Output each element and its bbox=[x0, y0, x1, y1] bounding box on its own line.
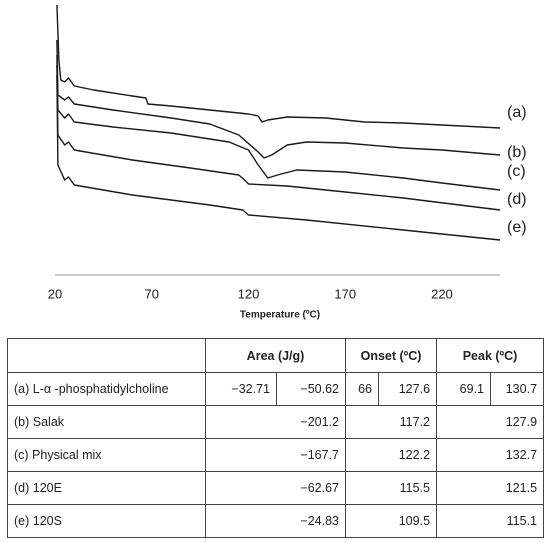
chart: Temperature (ºC) 20 70 120 170 220 (a) (b) (c) (… bbox=[48, 4, 527, 321]
header-cell bbox=[7, 338, 206, 373]
table-row: (a) L-α -phosphatidylcholine −32.71 −50.… bbox=[7, 372, 545, 406]
dsc-curve bbox=[56, 74, 501, 241]
cell: 66 bbox=[345, 372, 379, 406]
cell: 115.5 bbox=[344, 471, 438, 505]
cell: −62.67 bbox=[205, 471, 346, 505]
x-tick-label: 70 bbox=[145, 286, 159, 301]
x-axis-title: Temperature (ºC) bbox=[240, 310, 320, 321]
row-label: (b) Salak bbox=[7, 405, 206, 439]
cell: −32.71 bbox=[205, 372, 277, 406]
cell: 132.7 bbox=[436, 438, 545, 472]
cell: 121.5 bbox=[436, 471, 545, 505]
cell: 127.6 bbox=[377, 372, 438, 406]
curve-label: (c) bbox=[507, 163, 526, 180]
row-label: (a) L-α -phosphatidylcholine bbox=[7, 372, 206, 406]
table-row: (d) 120E −62.67 115.5 121.5 bbox=[7, 471, 545, 505]
x-tick-label: 170 bbox=[334, 286, 356, 301]
row-label: (d) 120E bbox=[7, 471, 206, 505]
curve-label: (d) bbox=[507, 191, 527, 208]
x-tick-label: 20 bbox=[48, 286, 62, 301]
dsc-curve bbox=[56, 54, 501, 191]
data-table: Area (J/g) Onset (ºC) Peak (ºC) (a) L-α … bbox=[7, 338, 545, 538]
cell: 117.2 bbox=[344, 405, 438, 439]
curve-label: (e) bbox=[507, 219, 527, 236]
cell: −24.83 bbox=[205, 504, 346, 538]
cell: 122.2 bbox=[344, 438, 438, 472]
cell: −167.7 bbox=[205, 438, 346, 472]
dsc-curve bbox=[56, 64, 501, 211]
cell: 130.7 bbox=[490, 372, 545, 406]
table-row: (c) Physical mix −167.7 122.2 132.7 bbox=[7, 438, 545, 472]
table-row: (e) 120S −24.83 109.5 115.1 bbox=[7, 504, 545, 538]
row-label: (c) Physical mix bbox=[7, 438, 206, 472]
table-header: Area (J/g) Onset (ºC) Peak (ºC) bbox=[7, 338, 545, 373]
cell: 109.5 bbox=[344, 504, 438, 538]
dsc-curve bbox=[56, 39, 501, 159]
cell: 69.1 bbox=[436, 372, 492, 406]
cell: −50.62 bbox=[276, 372, 346, 406]
table-row: (b) Salak −201.2 117.2 127.9 bbox=[7, 405, 545, 439]
dsc-curve bbox=[56, 4, 501, 129]
curve-label: (b) bbox=[507, 144, 527, 161]
header-cell: Area (J/g) bbox=[205, 338, 346, 373]
cell: −201.2 bbox=[205, 405, 346, 439]
row-label: (e) 120S bbox=[7, 504, 206, 538]
curve-label: (a) bbox=[507, 104, 527, 121]
cell: 115.1 bbox=[436, 504, 545, 538]
cell: 127.9 bbox=[436, 405, 545, 439]
x-tick-label: 220 bbox=[431, 286, 453, 301]
x-tick-label: 120 bbox=[238, 286, 260, 301]
header-cell: Onset (ºC) bbox=[344, 338, 438, 373]
header-cell: Peak (ºC) bbox=[436, 338, 545, 373]
